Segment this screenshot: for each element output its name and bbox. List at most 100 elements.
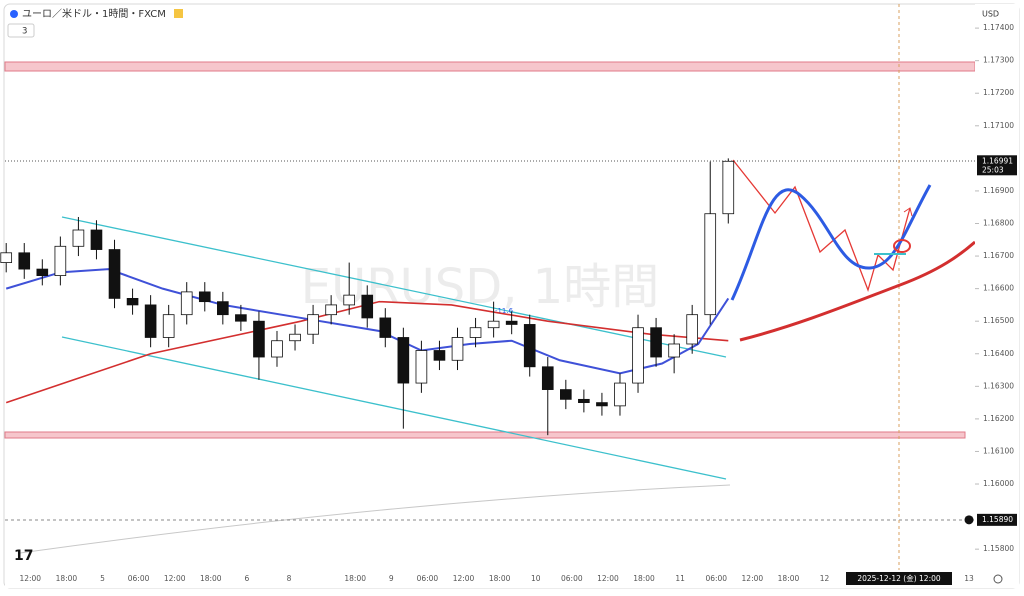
candle-body bbox=[560, 389, 572, 400]
candle-body bbox=[217, 301, 229, 316]
badge bbox=[174, 9, 183, 18]
y-tick-label: 1.16800 bbox=[983, 218, 1014, 227]
candle-body bbox=[722, 160, 735, 215]
x-tick-label: 06:00 bbox=[705, 574, 727, 583]
channel-upper bbox=[61, 216, 727, 358]
forecast-zigzag bbox=[732, 159, 911, 293]
symbol-title[interactable]: ユーロ／米ドル・1時間・FXCM bbox=[22, 7, 166, 20]
support-zone bbox=[4, 431, 966, 439]
indicator-count: 3 bbox=[22, 27, 27, 37]
forecast-red bbox=[739, 240, 976, 342]
time-axis bbox=[5, 570, 975, 588]
candle-body bbox=[487, 320, 500, 329]
candle-body bbox=[54, 245, 67, 277]
candle-body bbox=[108, 249, 121, 299]
candle-body bbox=[162, 314, 175, 338]
x-tick-label: 18:00 bbox=[56, 574, 78, 583]
x-tick-label: 9 bbox=[389, 574, 394, 583]
tv-logo: 17 bbox=[14, 548, 33, 564]
x-tick-label: 8 bbox=[287, 574, 292, 583]
candle-body bbox=[144, 304, 157, 338]
arrow-head bbox=[903, 207, 913, 217]
x-tick-label: 18:00 bbox=[778, 574, 800, 583]
y-tick-label: 1.17200 bbox=[983, 88, 1014, 97]
y-tick-label: 1.17400 bbox=[983, 23, 1014, 32]
last-price-label: 1.16991 bbox=[982, 156, 1013, 165]
y-tick-label: 1.16100 bbox=[983, 446, 1014, 455]
candle-body bbox=[271, 340, 283, 358]
x-tick-label: 12:00 bbox=[453, 574, 475, 583]
candle-body bbox=[253, 320, 265, 358]
candle-body bbox=[541, 366, 554, 390]
x-tick-label: 13 bbox=[964, 574, 974, 583]
y-tick-label: 1.16400 bbox=[983, 349, 1014, 358]
y-tick-label: 1.17300 bbox=[983, 56, 1014, 65]
y-tick-label: 1.16000 bbox=[983, 479, 1014, 488]
x-tick-label: 11 bbox=[675, 574, 685, 583]
crosshair-plus bbox=[964, 515, 974, 525]
candle-body bbox=[198, 291, 211, 303]
candle-body bbox=[469, 327, 482, 338]
currency[interactable]: USD bbox=[982, 10, 999, 19]
candle-body bbox=[325, 304, 337, 316]
y-tick-label: 1.16300 bbox=[983, 381, 1014, 390]
x-tick-label: 10 bbox=[531, 574, 541, 583]
forecast-blue bbox=[730, 184, 932, 301]
candle-body bbox=[668, 343, 680, 358]
candle-body bbox=[523, 324, 536, 368]
resistance-zone bbox=[4, 61, 976, 72]
countdown: 25:03 bbox=[982, 165, 1004, 174]
y-tick-label: 1.16200 bbox=[983, 414, 1014, 423]
candle-body bbox=[307, 314, 319, 335]
x-tick-label: 12 bbox=[820, 574, 830, 583]
crosshair-time-box bbox=[846, 572, 952, 585]
candle-body bbox=[686, 314, 698, 345]
candle-body bbox=[397, 337, 410, 384]
last-price-box bbox=[977, 155, 1017, 176]
channel-lower bbox=[61, 336, 727, 480]
candle-body bbox=[433, 350, 446, 361]
annotation: -11.6 bbox=[495, 307, 514, 315]
settings-icon[interactable] bbox=[993, 574, 1003, 584]
crosshair-time-label: 2025-12-12 (金) 12:00 bbox=[857, 573, 941, 583]
candle-body bbox=[235, 314, 247, 322]
indicator-toggle[interactable] bbox=[7, 23, 35, 38]
crosshair-price-label: 1.15890 bbox=[982, 515, 1013, 524]
x-tick-label: 18:00 bbox=[489, 574, 511, 583]
y-tick-label: 1.16700 bbox=[983, 251, 1014, 260]
candle-body bbox=[632, 327, 644, 384]
y-tick-label: 1.16900 bbox=[983, 186, 1014, 195]
long-line bbox=[19, 484, 731, 554]
y-tick-label: 1.16600 bbox=[983, 284, 1014, 293]
x-tick-label: 12:00 bbox=[164, 574, 186, 583]
candle-body bbox=[451, 337, 464, 361]
crosshair-price-box bbox=[977, 513, 1017, 526]
x-tick-label: 5 bbox=[100, 574, 105, 583]
axes: 1.17400 1.17300 1.17200 1.17100 1.16900 1.168… bbox=[19, 23, 1014, 583]
watermark: EURUSD, 1時間 bbox=[301, 259, 659, 315]
x-tick-label: 12:00 bbox=[597, 574, 619, 583]
candle-body bbox=[90, 229, 103, 250]
candle-body bbox=[343, 294, 356, 306]
candle-body bbox=[379, 317, 392, 338]
x-tick-label: 12:00 bbox=[742, 574, 764, 583]
x-tick-label: 06:00 bbox=[561, 574, 583, 583]
candle-body bbox=[72, 229, 85, 247]
candle-body bbox=[361, 294, 374, 319]
x-tick-label: 18:00 bbox=[344, 574, 366, 583]
candle-body bbox=[289, 333, 301, 342]
x-tick-label: 06:00 bbox=[128, 574, 150, 583]
y-tick-label: 1.16500 bbox=[983, 316, 1014, 325]
price-axis bbox=[975, 4, 1019, 588]
candle-body bbox=[36, 268, 49, 277]
candle-body bbox=[0, 252, 13, 263]
candle-body bbox=[126, 297, 139, 306]
x-tick-label: 18:00 bbox=[200, 574, 222, 583]
candle-body bbox=[614, 382, 626, 407]
candle-body bbox=[18, 252, 31, 270]
x-tick-label: 18:00 bbox=[633, 574, 655, 583]
y-tick-label: 1.15800 bbox=[983, 544, 1014, 553]
y-tick-label: 1.17100 bbox=[983, 121, 1014, 130]
candle-body bbox=[578, 398, 590, 404]
